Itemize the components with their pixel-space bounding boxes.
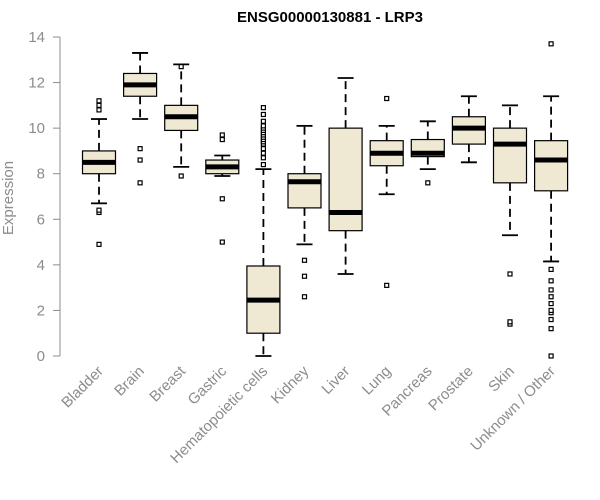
box-group bbox=[287, 124, 322, 300]
outlier-point bbox=[384, 95, 390, 102]
outlier-point bbox=[507, 319, 513, 325]
outlier-point bbox=[260, 162, 266, 168]
outlier-point bbox=[548, 294, 554, 300]
x-tick-label: Bladder bbox=[58, 363, 107, 412]
outlier-point bbox=[548, 287, 554, 293]
outlier-point bbox=[96, 241, 102, 247]
y-tick-label: 6 bbox=[37, 211, 45, 228]
outlier-point bbox=[219, 136, 225, 143]
outlier-point bbox=[219, 196, 225, 202]
outlier-point bbox=[425, 180, 431, 186]
box-group bbox=[369, 95, 404, 288]
y-axis: 0 2 4 6 8 10 12 14 bbox=[28, 29, 61, 365]
outlier-point bbox=[96, 107, 102, 113]
outlier-point bbox=[301, 294, 308, 300]
y-tick-label: 8 bbox=[37, 166, 45, 183]
outlier-point bbox=[507, 271, 513, 277]
box-series bbox=[81, 41, 569, 359]
box-iqr bbox=[533, 140, 569, 192]
y-tick-label: 12 bbox=[28, 75, 45, 92]
y-tick-label: 2 bbox=[37, 302, 45, 319]
outlier-point bbox=[548, 307, 554, 314]
box-iqr bbox=[287, 173, 322, 209]
box-group bbox=[81, 98, 117, 247]
box-group bbox=[246, 105, 281, 357]
y-tick-label: 14 bbox=[28, 29, 45, 46]
x-tick-label: Prostate bbox=[425, 363, 477, 415]
outlier-point bbox=[548, 41, 554, 47]
outlier-point bbox=[178, 173, 184, 179]
box-group bbox=[492, 104, 528, 327]
outlier-point bbox=[137, 180, 143, 186]
box-group bbox=[533, 41, 569, 359]
outlier-point bbox=[96, 207, 102, 213]
outlier-point bbox=[548, 326, 554, 332]
outlier-point bbox=[260, 123, 266, 129]
outlier-point bbox=[219, 132, 225, 138]
outlier-point bbox=[384, 282, 390, 288]
box-group bbox=[205, 132, 240, 245]
outlier-point bbox=[219, 239, 225, 245]
outlier-point bbox=[260, 118, 266, 124]
box-iqr bbox=[328, 127, 363, 232]
outlier-point bbox=[548, 353, 554, 359]
outlier-point bbox=[260, 155, 266, 161]
box-iqr bbox=[492, 127, 528, 184]
outlier-point bbox=[260, 105, 266, 111]
outlier-point bbox=[548, 316, 554, 323]
x-tick-label: Brain bbox=[111, 363, 148, 400]
box-group bbox=[328, 77, 363, 275]
outlier-point bbox=[137, 146, 143, 152]
outlier-point bbox=[96, 98, 102, 104]
y-tick-label: 4 bbox=[37, 257, 45, 274]
outlier-point bbox=[260, 150, 266, 156]
x-tick-label: Liver bbox=[318, 363, 353, 398]
box-group bbox=[410, 120, 445, 186]
x-tick-label: Lung bbox=[359, 363, 395, 399]
outlier-point bbox=[548, 300, 554, 307]
outlier-point bbox=[260, 146, 266, 152]
box-group bbox=[122, 52, 158, 186]
x-tick-label: Kidney bbox=[268, 362, 313, 407]
outlier-point bbox=[178, 64, 184, 70]
box-group bbox=[164, 63, 199, 179]
y-tick-label: 0 bbox=[37, 348, 45, 365]
outlier-point bbox=[301, 273, 308, 279]
outlier-point bbox=[301, 257, 308, 263]
y-tick-label: 10 bbox=[28, 120, 45, 137]
outlier-point bbox=[96, 102, 102, 108]
chart-title: ENSG00000130881 - LRP3 bbox=[237, 9, 423, 26]
y-axis-label: Expression bbox=[0, 161, 17, 235]
x-tick-label: Breast bbox=[146, 362, 189, 405]
x-tick-label: Skin bbox=[485, 363, 518, 396]
outlier-point bbox=[137, 157, 143, 163]
outlier-point bbox=[260, 111, 266, 118]
outlier-point bbox=[548, 278, 554, 284]
box-group bbox=[451, 95, 486, 164]
outlier-point bbox=[548, 266, 554, 273]
